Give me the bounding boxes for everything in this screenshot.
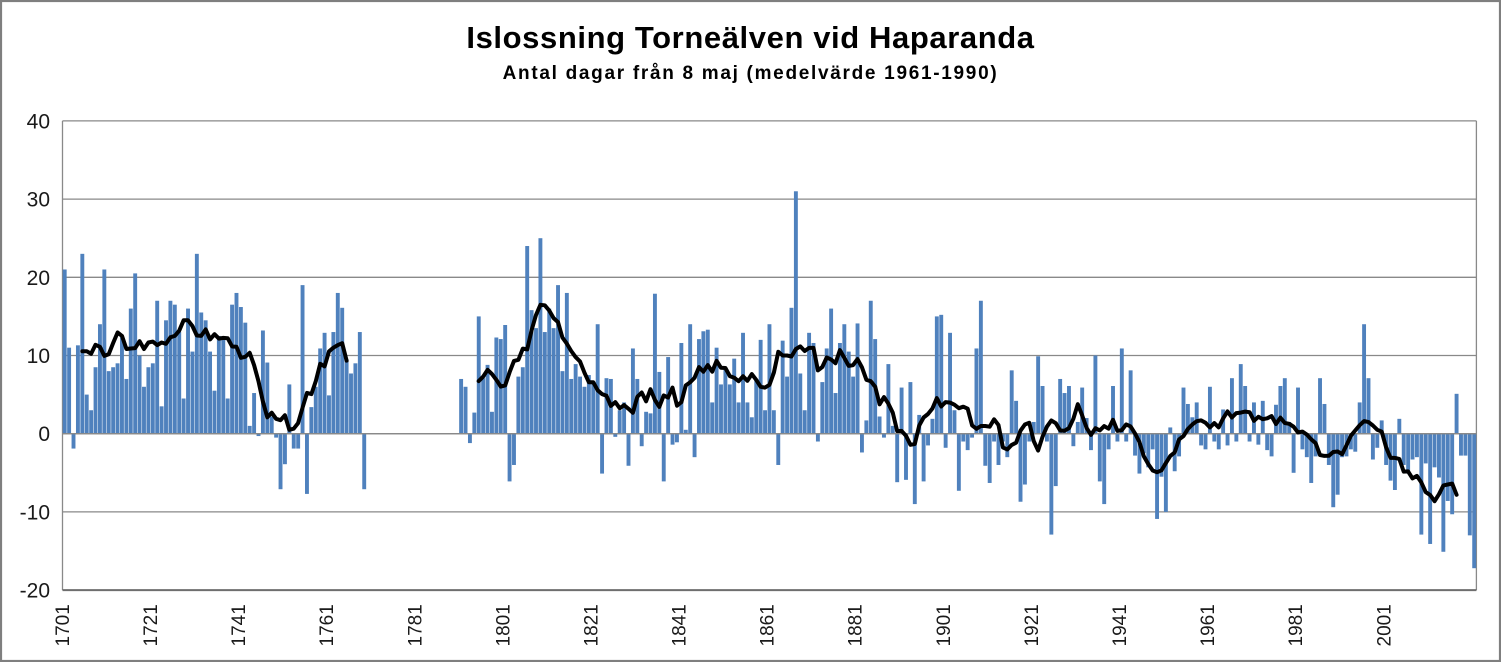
svg-text:1921: 1921 — [1022, 604, 1043, 646]
svg-text:-10: -10 — [20, 501, 50, 524]
svg-text:1941: 1941 — [1110, 604, 1131, 646]
svg-text:2001: 2001 — [1374, 604, 1395, 646]
svg-text:-20: -20 — [20, 580, 50, 603]
svg-text:1801: 1801 — [493, 604, 514, 646]
svg-text:1821: 1821 — [582, 604, 603, 646]
svg-text:1861: 1861 — [758, 604, 779, 646]
svg-text:1761: 1761 — [317, 604, 338, 646]
svg-text:1841: 1841 — [670, 604, 691, 646]
svg-text:20: 20 — [27, 267, 50, 290]
svg-text:30: 30 — [27, 189, 50, 212]
svg-text:1901: 1901 — [934, 604, 955, 646]
svg-text:1721: 1721 — [141, 604, 162, 646]
svg-text:1981: 1981 — [1286, 604, 1307, 646]
svg-text:1961: 1961 — [1198, 604, 1219, 646]
svg-text:0: 0 — [38, 423, 50, 446]
svg-text:40: 40 — [27, 110, 50, 133]
svg-text:1781: 1781 — [405, 604, 426, 646]
svg-text:1741: 1741 — [229, 604, 250, 646]
svg-text:1701: 1701 — [53, 604, 74, 646]
svg-text:1881: 1881 — [846, 604, 867, 646]
svg-text:10: 10 — [27, 345, 50, 368]
